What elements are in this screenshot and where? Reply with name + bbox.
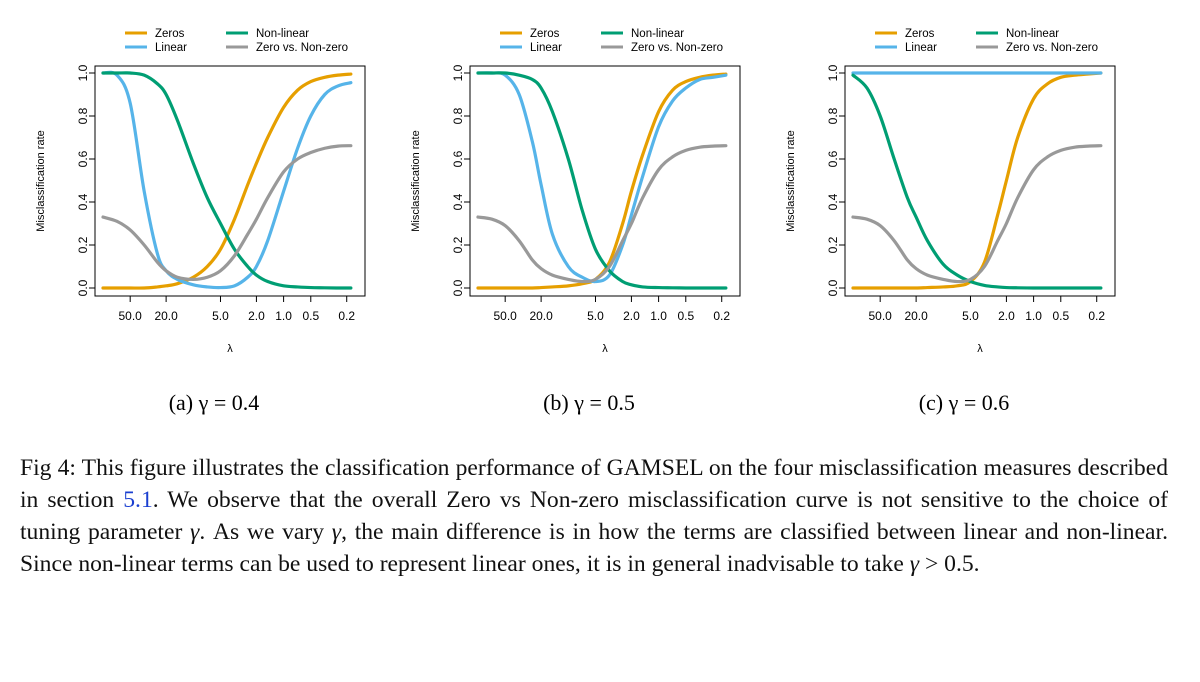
chart-panel-1: 0.0 0.2 0.4 0.6 0.8 1.0 50.0 20.0 5.0 2.0 1.0 0.5 0.… [35, 28, 366, 415]
x-tick-label: 1.0 [1025, 309, 1042, 323]
x-tick-label: 0.5 [302, 309, 319, 323]
y-tick-label: 0.8 [76, 107, 90, 124]
series-line-linear [101, 70, 353, 290]
y-tick-label: 1.0 [451, 64, 465, 81]
x-tick-label: 5.0 [587, 309, 604, 323]
series-line-zeros [476, 72, 728, 290]
x-tick-label: 1.0 [275, 309, 292, 323]
series-line-non-linear [476, 71, 728, 290]
y-tick-label: 0.6 [826, 150, 840, 167]
y-tick-label: 0.2 [826, 236, 840, 253]
plot-frame [94, 65, 366, 297]
series-line-zero-vs-non-zero [851, 144, 1103, 284]
legend-label: Non-linear [631, 28, 684, 40]
x-tick-label: 0.5 [677, 309, 694, 323]
x-tick-label: 2.0 [623, 309, 640, 323]
x-axis-label: λ [977, 343, 983, 355]
figure-caption: Fig 4: This figure illustrates the class… [20, 452, 1168, 580]
legend-label: Zeros [530, 28, 560, 40]
x-tick-label: 0.2 [1088, 309, 1105, 323]
series-line-non-linear [101, 71, 353, 290]
x-tick-label: 20.0 [154, 309, 178, 323]
x-tick-label: 1.0 [650, 309, 667, 323]
y-tick-label: 0.4 [451, 193, 465, 210]
legend-label: Zero vs. Non-zero [256, 42, 348, 54]
x-tick-label: 50.0 [119, 309, 143, 323]
x-axis-label: λ [602, 343, 608, 355]
caption-text-5: > 0.5. [924, 551, 980, 577]
caption-text-4: , the main difference is in how the term… [20, 519, 1168, 577]
series-line-non-linear [851, 73, 1103, 290]
x-tick-label: 50.0 [494, 309, 518, 323]
legend-label: Zeros [905, 28, 935, 40]
caption-text-2: . We observe that the overall Zero vs No… [20, 487, 1168, 545]
caption-text-3: . As we vary [199, 519, 325, 545]
charts-svg: 0.0 0.2 0.4 0.6 0.8 1.0 50.0 20.0 5.0 2.0 1.0 0.5 0.… [35, 28, 1116, 415]
x-tick-label: 50.0 [869, 309, 893, 323]
section-ref-link[interactable]: 5.1 [123, 487, 153, 513]
y-tick-label: 0.8 [826, 107, 840, 124]
y-axis-label: Misclassification rate [785, 130, 797, 231]
caption-label: Fig 4: [20, 455, 76, 481]
legend-label: Non-linear [1006, 28, 1059, 40]
legend-label: Linear [155, 42, 187, 54]
legend-label: Linear [905, 42, 937, 54]
x-tick-label: 20.0 [904, 309, 928, 323]
y-tick-label: 0.0 [826, 279, 840, 296]
y-tick-label: 0.6 [76, 150, 90, 167]
y-tick-label: 1.0 [826, 64, 840, 81]
x-tick-label: 0.2 [713, 309, 730, 323]
caption-gamma-3: γ [909, 551, 920, 577]
x-tick-label: 0.2 [338, 309, 355, 323]
x-tick-label: 2.0 [248, 309, 265, 323]
y-axis-label: Misclassification rate [410, 130, 422, 231]
series-line-zeros [101, 72, 353, 290]
plot-frame [844, 65, 1116, 297]
x-axis-label: λ [227, 343, 233, 355]
subcaption: (b) γ = 0.5 [543, 390, 635, 415]
x-tick-label: 2.0 [998, 309, 1015, 323]
y-tick-label: 0.6 [451, 150, 465, 167]
y-tick-label: 1.0 [76, 64, 90, 81]
y-axis-label: Misclassification rate [35, 130, 47, 231]
y-tick-label: 0.0 [76, 279, 90, 296]
caption-text-1: This figure illustrates the classificati… [20, 455, 1168, 513]
y-tick-label: 0.0 [451, 279, 465, 296]
y-tick-label: 0.8 [451, 107, 465, 124]
x-tick-label: 0.5 [1052, 309, 1069, 323]
y-tick-label: 0.4 [826, 193, 840, 210]
x-tick-label: 5.0 [212, 309, 229, 323]
x-tick-label: 5.0 [962, 309, 979, 323]
chart-panel-2: 0.0 0.2 0.4 0.6 0.8 1.0 50.0 20.0 5.0 2.0 1.0 0.5 0.… [410, 28, 741, 415]
y-tick-label: 0.2 [451, 236, 465, 253]
legend-label: Zero vs. Non-zero [1006, 42, 1098, 54]
series-line-zero-vs-non-zero [101, 144, 353, 281]
caption-gamma-1: γ [190, 519, 200, 545]
legend-label: Zeros [155, 28, 185, 40]
legend-label: Zero vs. Non-zero [631, 42, 723, 54]
figure-panels: 0.0 0.2 0.4 0.6 0.8 1.0 50.0 20.0 5.0 2.0 1.0 0.5 0.… [35, 28, 1116, 415]
subcaption: (a) γ = 0.4 [169, 390, 260, 415]
y-tick-label: 0.2 [76, 236, 90, 253]
subcaption: (c) γ = 0.6 [919, 390, 1010, 415]
plot-frame [469, 65, 741, 297]
series-line-linear [476, 71, 728, 284]
chart-panel-3: 0.0 0.2 0.4 0.6 0.8 1.0 50.0 20.0 5.0 2.0 1.0 0.5 0.… [785, 28, 1116, 415]
legend-label: Linear [530, 42, 562, 54]
caption-gamma-2: γ [331, 519, 342, 545]
legend-label: Non-linear [256, 28, 309, 40]
series-line-zero-vs-non-zero [476, 144, 728, 284]
x-tick-label: 20.0 [529, 309, 553, 323]
series-line-zeros [851, 71, 1103, 290]
y-tick-label: 0.4 [76, 193, 90, 210]
